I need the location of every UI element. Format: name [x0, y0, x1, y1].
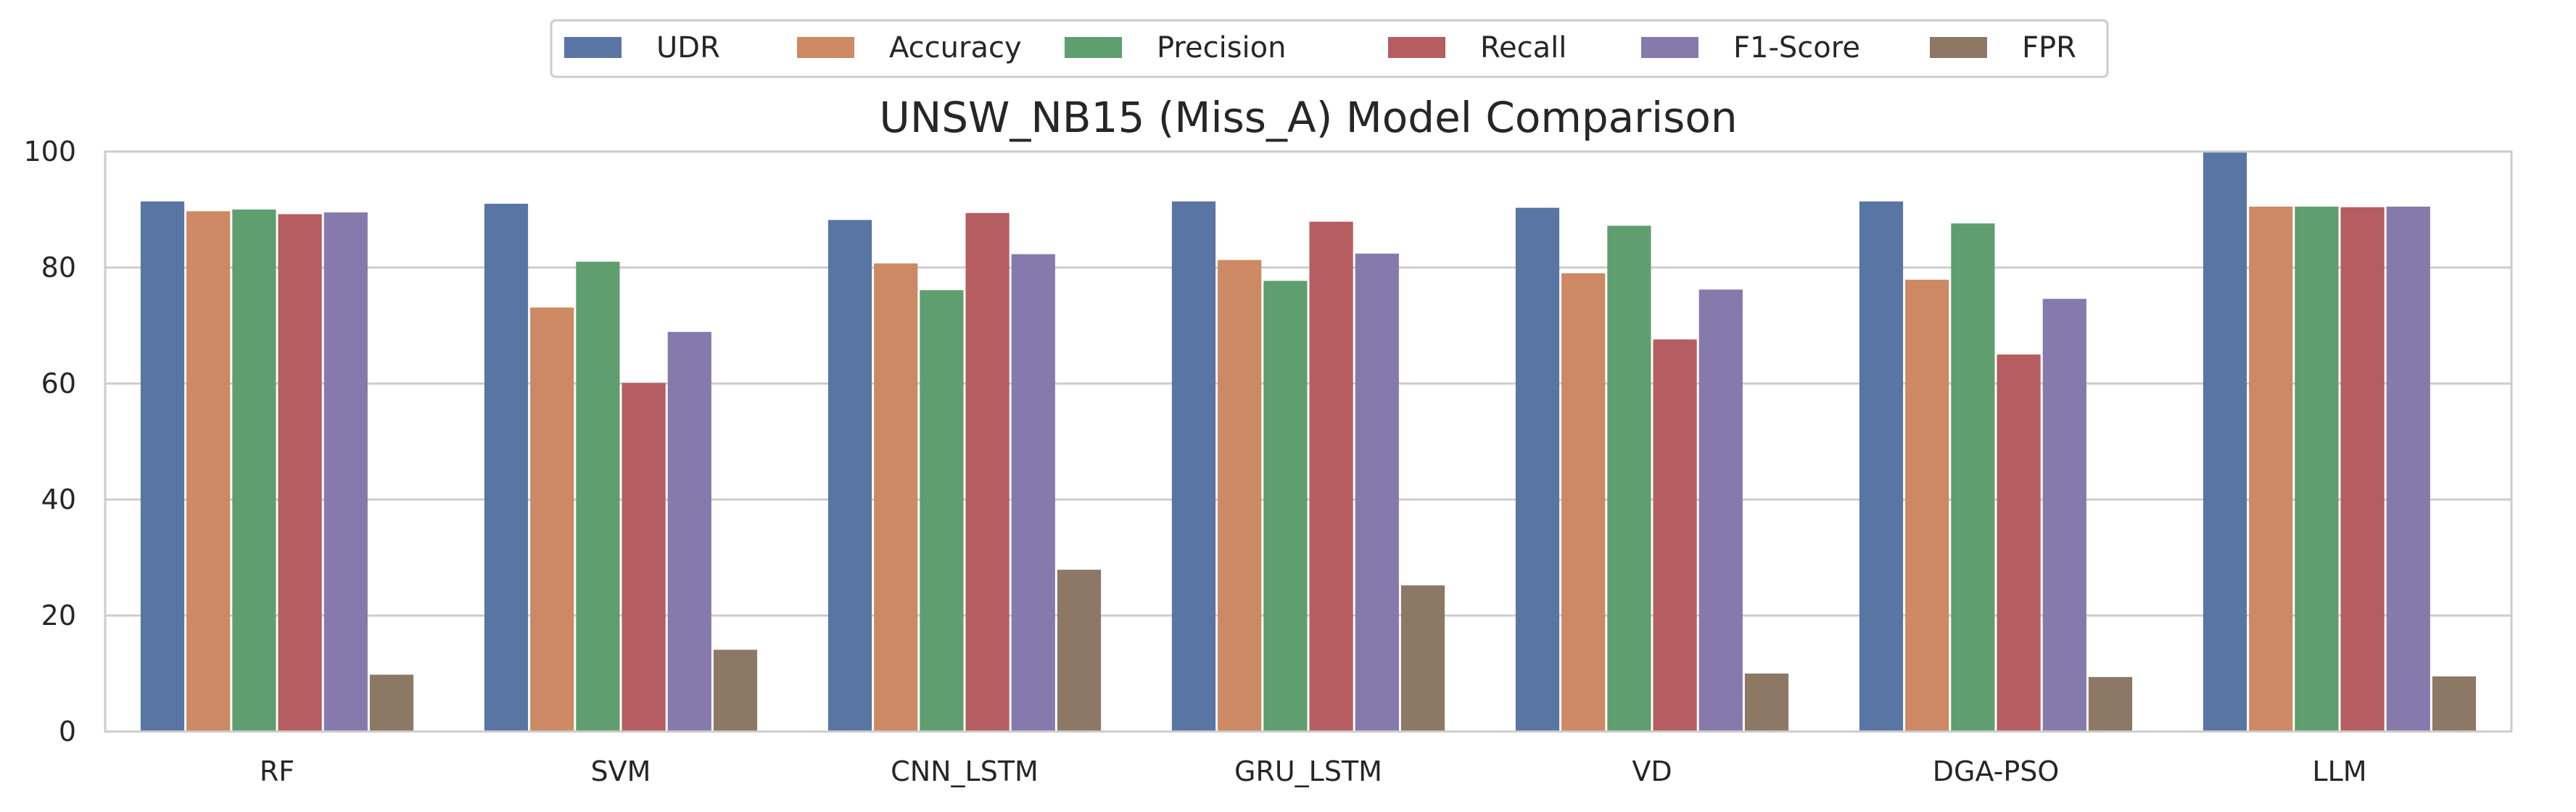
x-tick-label: CNN_LSTM — [891, 755, 1039, 787]
bar-recall-dga-pso — [1997, 355, 2041, 732]
bar-fpr-gru_lstm — [1400, 585, 1445, 732]
bar-f1-score-svm — [667, 331, 711, 732]
bar-udr-rf — [140, 201, 185, 732]
legend-label-fpr: FPR — [2022, 31, 2076, 65]
legend-swatch-f1-score — [1641, 37, 1698, 58]
bar-fpr-vd — [1744, 674, 1789, 732]
y-tick-label: 40 — [41, 484, 76, 515]
bar-recall-llm — [2340, 207, 2385, 732]
bar-udr-cnn_lstm — [827, 220, 872, 732]
plot-frame — [104, 150, 2513, 733]
bar-accuracy-dga-pso — [1905, 279, 1949, 732]
bar-recall-svm — [622, 383, 666, 732]
bar-accuracy-cnn_lstm — [874, 263, 918, 732]
bar-recall-gru_lstm — [1309, 221, 1353, 732]
bar-recall-rf — [278, 214, 322, 732]
x-tick-label: LLM — [2312, 755, 2366, 787]
legend-swatch-accuracy — [797, 37, 854, 58]
bar-f1-score-vd — [1698, 289, 1743, 732]
legend-swatch-precision — [1065, 37, 1122, 58]
bar-precision-rf — [232, 210, 276, 732]
bar-precision-cnn_lstm — [920, 290, 964, 732]
bar-f1-score-rf — [323, 212, 368, 732]
legend-swatch-recall — [1388, 37, 1445, 58]
bar-fpr-rf — [369, 674, 414, 732]
x-tick-label: RF — [260, 755, 294, 787]
bar-accuracy-vd — [1561, 273, 1606, 732]
legend-label-accuracy: Accuracy — [889, 31, 1022, 65]
bar-fpr-dga-pso — [2088, 676, 2133, 732]
bar-precision-llm — [2295, 207, 2339, 732]
bar-f1-score-gru_lstm — [1355, 253, 1399, 732]
legend-label-f1-score: F1-Score — [1733, 31, 1860, 65]
bar-f1-score-dga-pso — [2042, 299, 2086, 732]
bar-accuracy-rf — [186, 211, 231, 732]
legend-box — [550, 19, 2109, 78]
bar-fpr-cnn_lstm — [1057, 569, 1102, 732]
y-tick-label: 100 — [23, 136, 76, 167]
bars — [140, 152, 2477, 732]
bar-f1-score-llm — [2386, 207, 2430, 732]
bar-precision-dga-pso — [1951, 223, 1995, 732]
bar-precision-vd — [1607, 225, 1651, 732]
bar-f1-score-cnn_lstm — [1011, 254, 1055, 732]
x-tick-label: DGA-PSO — [1933, 755, 2060, 787]
bar-fpr-svm — [713, 650, 758, 732]
bar-udr-vd — [1515, 207, 1560, 732]
bar-recall-cnn_lstm — [965, 212, 1010, 732]
chart-title: UNSW_NB15 (Miss_A) Model Comparison — [879, 93, 1737, 142]
bar-udr-gru_lstm — [1171, 201, 1216, 732]
bar-udr-svm — [484, 204, 529, 732]
legend-swatch-udr — [564, 37, 622, 58]
bar-precision-gru_lstm — [1263, 281, 1308, 732]
legend-swatch-fpr — [1930, 37, 1987, 58]
y-tick-label: 20 — [41, 600, 76, 631]
y-tick-label: 60 — [41, 368, 76, 399]
x-tick-label: SVM — [591, 755, 651, 787]
bar-udr-llm — [2203, 152, 2247, 732]
x-tick-label: GRU_LSTM — [1234, 755, 1382, 787]
bar-recall-vd — [1653, 339, 1697, 732]
bar-fpr-llm — [2432, 676, 2477, 732]
bar-accuracy-svm — [530, 307, 574, 732]
y-tick-label: 0 — [59, 716, 76, 747]
y-axis-ticks: 0 20 40 60 80 100 — [23, 136, 76, 747]
y-tick-label: 80 — [41, 252, 76, 283]
legend-label-recall: Recall — [1480, 31, 1566, 65]
x-axis-ticks: RF SVM CNN_LSTM GRU_LSTM VD DGA-PSO LLM — [260, 755, 2367, 787]
bar-udr-dga-pso — [1859, 201, 1904, 732]
legend-label-precision: Precision — [1157, 31, 1286, 65]
bar-accuracy-gru_lstm — [1218, 260, 1262, 732]
bar-precision-svm — [576, 262, 620, 732]
legend-label-udr: UDR — [656, 31, 720, 65]
bar-accuracy-llm — [2249, 207, 2293, 732]
x-tick-label: VD — [1632, 755, 1672, 787]
legend: UDR Accuracy Precision Recall F1-Score FPR — [550, 19, 2109, 78]
